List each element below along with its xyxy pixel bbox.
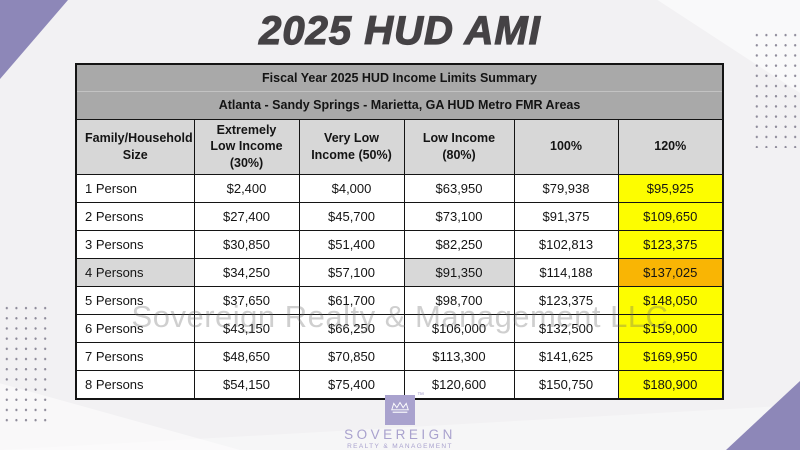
income-value-cell: $120,600 (403, 370, 515, 400)
logo-square: ™ (385, 392, 424, 425)
income-value-cell: $79,938 (513, 174, 619, 204)
income-value-cell: $51,400 (298, 230, 405, 260)
income-value-cell: $123,375 (617, 230, 724, 260)
household-size-cell: 3 Persons (75, 230, 195, 260)
table-row: 4 Persons $34,250 $57,100 $91,350 $114,188 $1… (75, 258, 724, 288)
trademark-symbol: ™ (417, 392, 424, 399)
income-value-cell: $113,300 (403, 342, 515, 372)
brand-logo: ™ SOVEREIGN REALTY & MANAGEMENT (0, 392, 800, 450)
column-header: Family/Household Size (75, 118, 195, 176)
table-row: 5 Persons $37,650 $61,700 $98,700 $123,375 $1… (75, 286, 724, 316)
column-header: Extremely Low Income (30%) (193, 118, 300, 176)
income-value-cell: $91,350 (403, 258, 515, 288)
income-value-cell: $2,400 (193, 174, 300, 204)
income-value-cell: $150,750 (513, 370, 619, 400)
income-value-cell: $109,650 (617, 202, 724, 232)
household-size-cell: 1 Person (75, 174, 195, 204)
income-value-cell: $132,500 (513, 314, 619, 344)
income-value-cell: $148,050 (617, 286, 724, 316)
income-value-cell: $73,100 (403, 202, 515, 232)
household-size-cell: 5 Persons (75, 286, 195, 316)
crown-icon (389, 400, 411, 421)
column-header: Low Income (80%) (403, 118, 515, 176)
income-value-cell: $137,025 (617, 258, 724, 288)
income-value-cell: $61,700 (298, 286, 405, 316)
column-header: Very Low Income (50%) (298, 118, 405, 176)
table-row: 8 Persons $54,150 $75,400 $120,600 $150,750 $… (75, 370, 724, 400)
column-header: 100% (513, 118, 619, 176)
table-subtitle: Atlanta - Sandy Springs - Marietta, GA H… (75, 90, 724, 120)
income-value-cell: $159,000 (617, 314, 724, 344)
income-value-cell: $123,375 (513, 286, 619, 316)
income-value-cell: $82,250 (403, 230, 515, 260)
income-value-cell: $43,150 (193, 314, 300, 344)
income-value-cell: $91,375 (513, 202, 619, 232)
household-size-cell: 7 Persons (75, 342, 195, 372)
income-value-cell: $57,100 (298, 258, 405, 288)
income-value-cell: $75,400 (298, 370, 405, 400)
table-title: Fiscal Year 2025 HUD Income Limits Summa… (75, 63, 724, 92)
income-value-cell: $98,700 (403, 286, 515, 316)
table-row: 2 Persons $27,400 $45,700 $73,100 $91,375 $10… (75, 202, 724, 232)
income-limits-table: Fiscal Year 2025 HUD Income Limits Summa… (75, 63, 724, 400)
income-value-cell: $37,650 (193, 286, 300, 316)
household-size-cell: 4 Persons (75, 258, 195, 288)
logo-tagline: REALTY & MANAGEMENT (347, 443, 453, 450)
income-value-cell: $66,250 (298, 314, 405, 344)
income-value-cell: $34,250 (193, 258, 300, 288)
dot-grid-bottom-left (2, 303, 49, 423)
income-value-cell: $180,900 (617, 370, 724, 400)
income-value-cell: $30,850 (193, 230, 300, 260)
income-value-cell: $48,650 (193, 342, 300, 372)
income-value-cell: $106,000 (403, 314, 515, 344)
income-value-cell: $27,400 (193, 202, 300, 232)
household-size-cell: 2 Persons (75, 202, 195, 232)
income-value-cell: $141,625 (513, 342, 619, 372)
page-title: 2025 HUD AMI (259, 8, 541, 53)
table-row: 1 Person $2,400 $4,000 $63,950 $79,938 $95,92… (75, 174, 724, 204)
income-value-cell: $114,188 (513, 258, 619, 288)
income-value-cell: $95,925 (617, 174, 724, 204)
table-row: 7 Persons $48,650 $70,850 $113,300 $141,625 $… (75, 342, 724, 372)
dot-grid-top-right (752, 30, 799, 148)
income-value-cell: $45,700 (298, 202, 405, 232)
income-value-cell: $54,150 (193, 370, 300, 400)
income-value-cell: $4,000 (298, 174, 405, 204)
table-row: 3 Persons $30,850 $51,400 $82,250 $102,813 $1… (75, 230, 724, 260)
income-value-cell: $70,850 (298, 342, 405, 372)
income-value-cell: $63,950 (403, 174, 515, 204)
logo-name: SOVEREIGN (344, 427, 456, 442)
table-row: 6 Persons $43,150 $66,250 $106,000 $132,500 $… (75, 314, 724, 344)
household-size-cell: 6 Persons (75, 314, 195, 344)
income-value-cell: $169,950 (617, 342, 724, 372)
income-value-cell: $102,813 (513, 230, 619, 260)
column-header: 120% (617, 118, 724, 176)
